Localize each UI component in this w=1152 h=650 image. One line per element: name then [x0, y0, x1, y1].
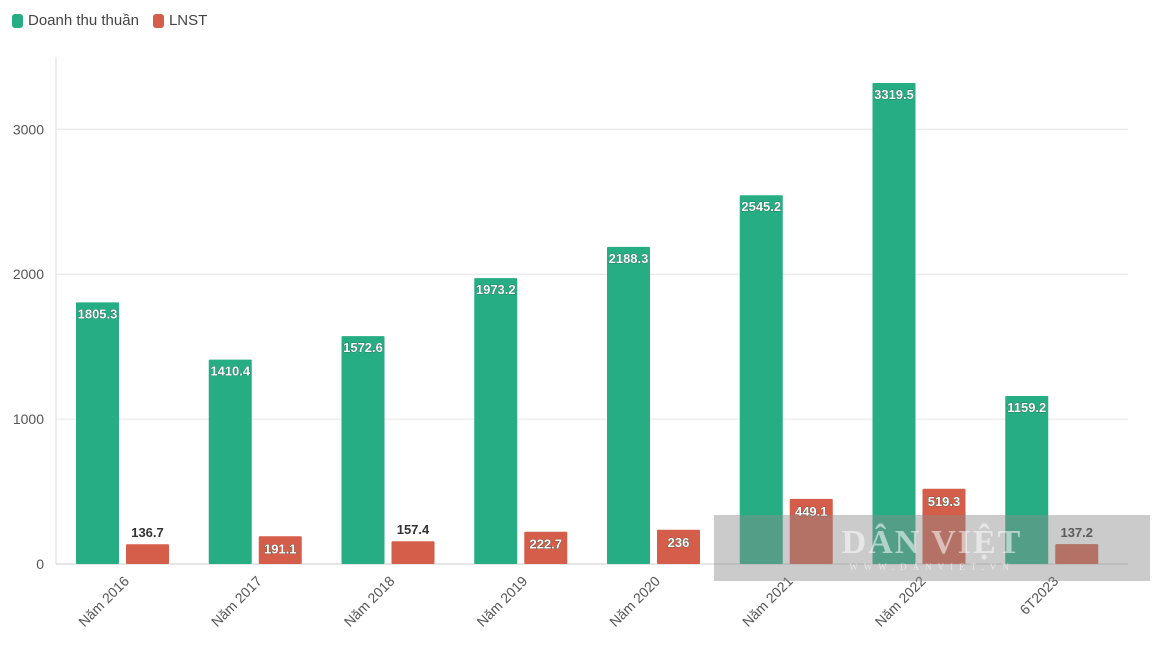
bar-profit — [789, 498, 833, 564]
x-tick-label: Năm 2017 — [208, 573, 265, 630]
bar-profit — [126, 544, 169, 564]
data-label-profit: 136.7 — [131, 525, 164, 540]
watermark-subtitle: WWW.DANVIET.VN — [849, 562, 1015, 572]
bar-profit — [922, 488, 966, 564]
y-tick-label: 3000 — [13, 121, 44, 137]
bar-profit — [258, 536, 302, 564]
x-tick-label: Năm 2019 — [473, 573, 530, 630]
legend: Doanh thu thuần LNST — [12, 12, 207, 29]
bar-profit — [1055, 544, 1099, 564]
bar-revenue — [872, 83, 916, 564]
data-label-revenue: 2188.3 — [609, 251, 649, 266]
data-label-profit: 137.2 — [1060, 525, 1093, 540]
x-tick-label: Năm 2018 — [341, 573, 398, 630]
bar-revenue — [208, 359, 252, 564]
legend-swatch-revenue — [12, 13, 23, 28]
y-tick-label: 0 — [36, 556, 44, 572]
bar-revenue — [607, 246, 650, 564]
bar-profit — [391, 541, 435, 564]
data-label-profit: 222.7 — [529, 537, 562, 552]
bar-revenue — [76, 302, 119, 564]
legend-label-revenue: Doanh thu thuần — [28, 12, 139, 29]
bar-profit — [657, 529, 700, 564]
bar-profit — [524, 531, 568, 564]
x-tick-label: Năm 2016 — [75, 573, 132, 630]
data-label-revenue: 1805.3 — [78, 306, 118, 321]
data-label-profit: 519.3 — [928, 494, 961, 509]
bar-revenue — [739, 195, 783, 565]
data-label-revenue: 1572.6 — [343, 340, 383, 355]
bar-revenue — [1005, 396, 1049, 564]
legend-swatch-profit — [152, 13, 164, 28]
data-label-revenue: 1159.2 — [1007, 400, 1046, 415]
x-tick-label: Năm 2021 — [739, 573, 796, 630]
bar-revenue — [474, 278, 518, 564]
data-label-profit: 449.1 — [795, 504, 828, 519]
watermark: DÂN VIỆT WWW.DANVIET.VN — [714, 515, 1150, 581]
y-tick-label: 1000 — [13, 411, 44, 427]
watermark-title: DÂN VIỆT — [841, 524, 1023, 561]
data-label-profit: 157.4 — [397, 522, 430, 537]
data-label-profit: 236 — [668, 535, 690, 550]
data-label-revenue: 2545.2 — [741, 199, 781, 214]
data-label-revenue: 1410.4 — [210, 364, 251, 379]
legend-label-profit: LNST — [168, 12, 208, 29]
x-tick-label: Năm 2020 — [606, 573, 663, 630]
data-label-profit: 191.1 — [264, 541, 297, 556]
y-tick-label: 2000 — [13, 266, 44, 282]
data-label-revenue: 1973.2 — [476, 282, 516, 297]
x-tick-label: Năm 2022 — [872, 573, 929, 630]
data-label-revenue: 3319.5 — [874, 87, 914, 102]
bar-revenue — [341, 336, 385, 564]
legend-item-profit[interactable]: LNST — [152, 12, 208, 29]
legend-item-revenue[interactable]: Doanh thu thuần — [12, 12, 139, 29]
